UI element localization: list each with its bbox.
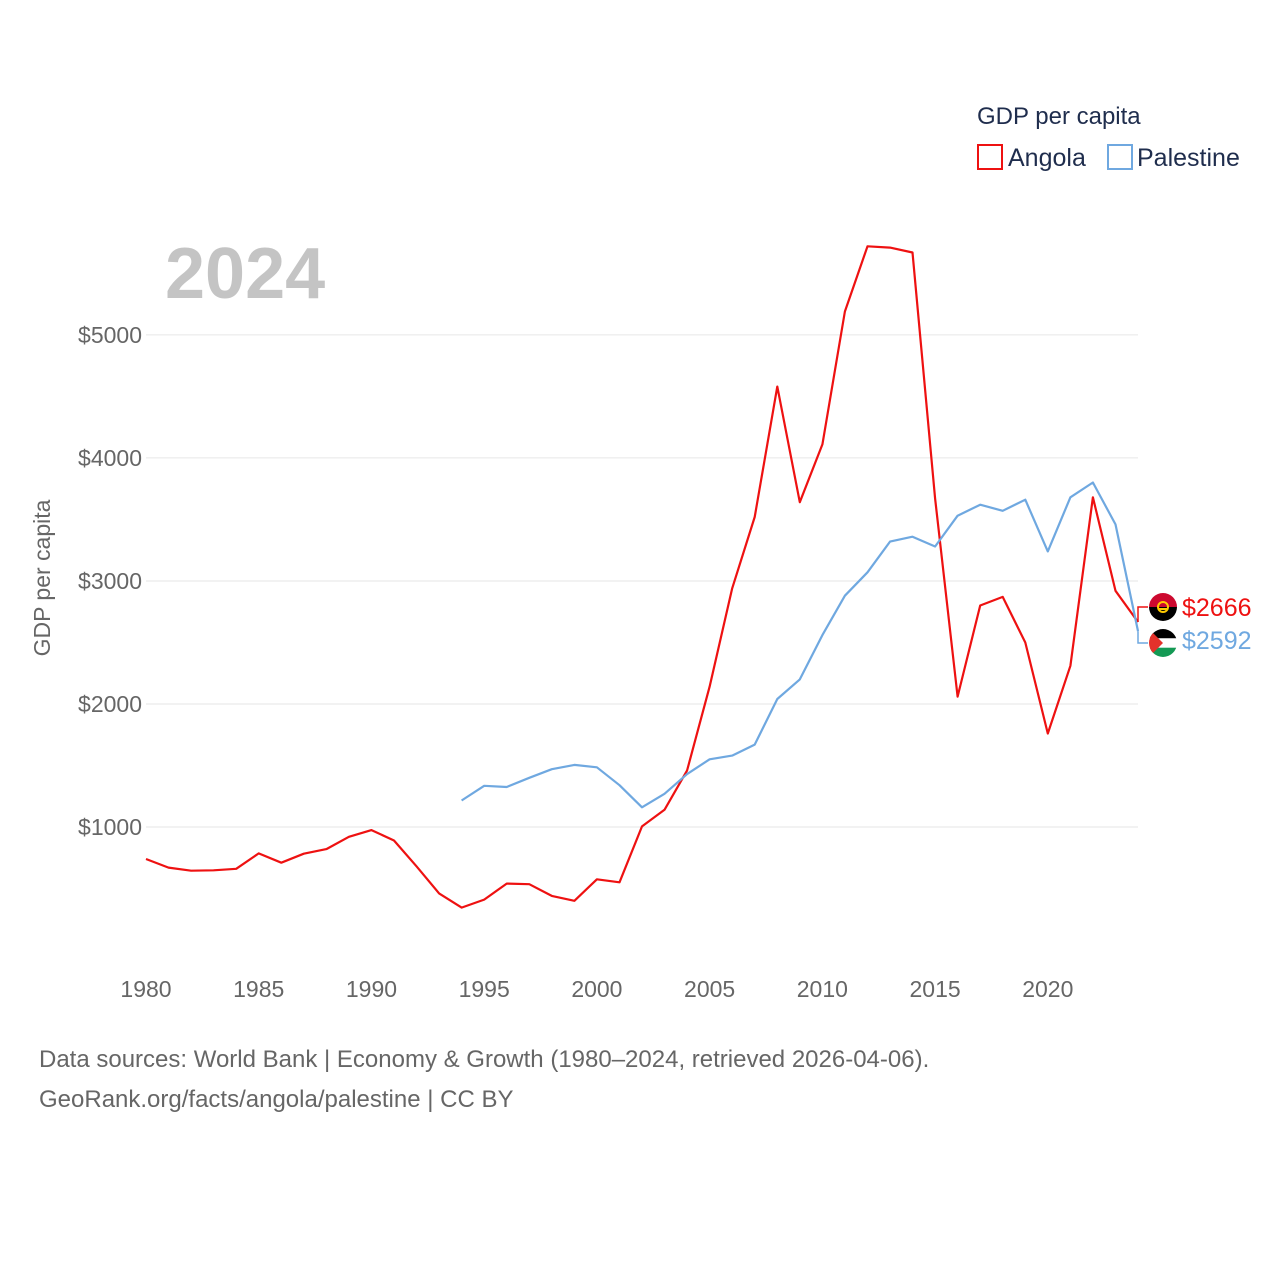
series-line-angola: [145, 245, 1139, 909]
x-tick-label: 2020: [1022, 976, 1073, 1002]
y-tick-label: $3000: [78, 568, 142, 594]
source-line-1: Data sources: World Bank | Economy & Gro…: [39, 1046, 930, 1073]
legend-swatch-angola: [977, 144, 1003, 170]
end-label-angola: $2666: [1182, 594, 1252, 622]
series-line-palestine: [461, 481, 1140, 809]
x-tick-label: 1980: [120, 976, 171, 1002]
x-tick-label: 2005: [684, 976, 735, 1002]
legend-title: GDP per capita: [977, 103, 1141, 130]
x-tick-label: 1995: [459, 976, 510, 1002]
end-label-palestine: $2592: [1182, 627, 1252, 655]
y-axis-label: GDP per capita: [29, 499, 55, 656]
legend-label-palestine: Palestine: [1137, 144, 1240, 172]
y-tick-label: $1000: [78, 814, 142, 840]
grid: [146, 334, 1138, 828]
y-tick-label: $5000: [78, 322, 142, 348]
x-axis: 1980 1985 1990 1995 2000 2005 2010 2015 2020: [120, 976, 1073, 1002]
x-tick-label: 2010: [797, 976, 848, 1002]
angola-flag-icon: [1149, 593, 1177, 621]
y-tick-label: $4000: [78, 445, 142, 471]
connector-palestine: [1137, 631, 1148, 644]
source-line-2: GeoRank.org/facts/angola/palestine | CC …: [39, 1086, 514, 1113]
palestine-flag-icon: [1149, 629, 1177, 657]
y-tick-label: $2000: [78, 691, 142, 717]
x-tick-label: 1985: [233, 976, 284, 1002]
end-marker-angola: $2666: [1137, 593, 1252, 623]
source-note: Data sources: World Bank | Economy & Gro…: [39, 1040, 1239, 1120]
legend: GDP per capita Angola Palestine: [977, 103, 1240, 172]
x-tick-label: 1990: [346, 976, 397, 1002]
x-tick-label: 2015: [910, 976, 961, 1002]
legend-label-angola: Angola: [1008, 144, 1086, 172]
chart: $1000$2000$3000$4000$5000 1980 1985 1990 19…: [29, 103, 1252, 1002]
y-axis: $1000 $2000 $3000 $4000 $5000: [78, 322, 142, 840]
x-tick-label: 2000: [571, 976, 622, 1002]
connector-angola: [1137, 606, 1148, 623]
end-marker-palestine: $2592: [1137, 627, 1252, 657]
series-lines: [145, 245, 1140, 909]
legend-swatch-palestine: [1107, 144, 1133, 170]
year-label: 2024: [165, 234, 325, 314]
